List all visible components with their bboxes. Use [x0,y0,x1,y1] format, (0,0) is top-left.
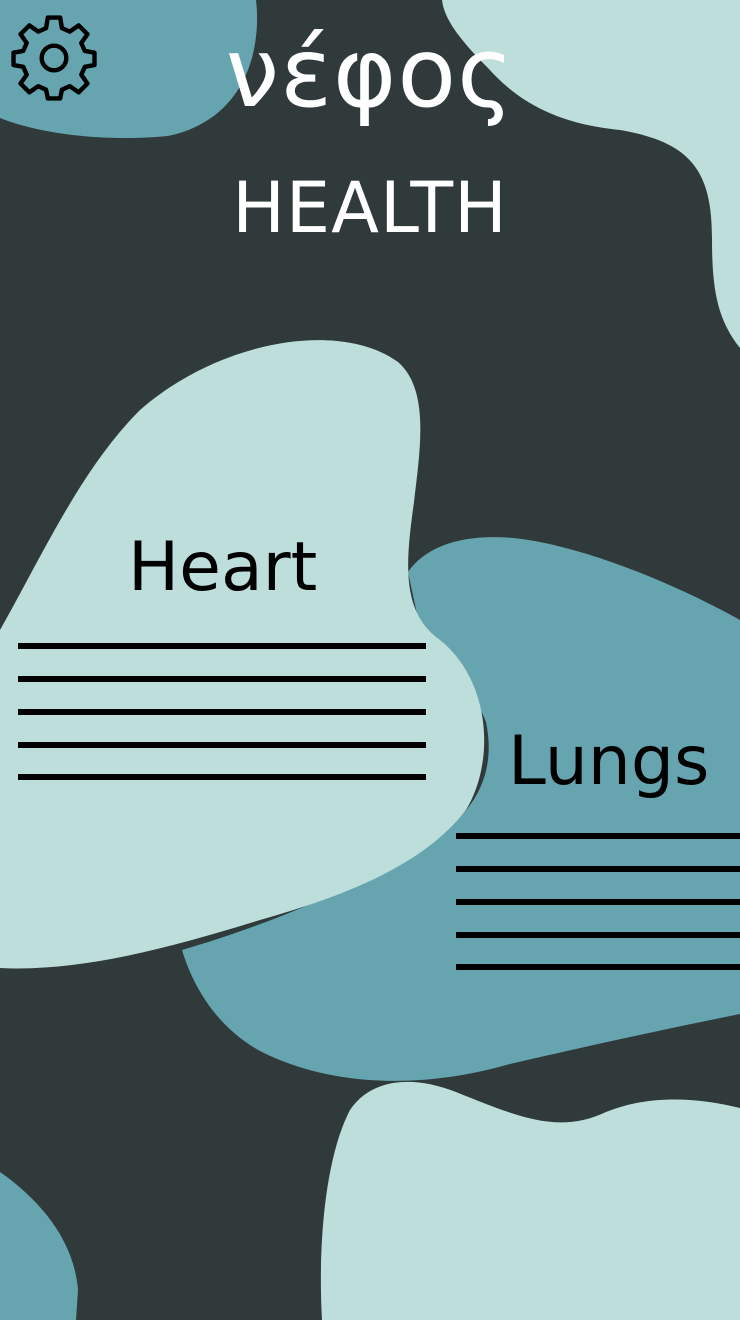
lungs-card-label[interactable]: Lungs [508,722,710,801]
blob-top-left [0,0,258,138]
lungs-line [456,964,740,970]
heart-line [18,643,426,649]
blob-bottom-right [320,1081,740,1320]
blob-bottom-left [0,1172,78,1320]
app-title: νέφος [225,17,515,129]
app-subtitle: HEALTH [232,167,508,249]
blob-middle-teal [182,537,740,1081]
lungs-line [456,899,740,905]
gear-icon [11,15,97,101]
heart-line [18,742,426,748]
heart-line [18,774,426,780]
blob-middle-light [0,340,485,969]
lungs-line [456,866,740,872]
heart-line [18,709,426,715]
lungs-line [456,932,740,938]
heart-line [18,676,426,682]
lungs-line [456,833,740,839]
heart-card-label[interactable]: Heart [128,528,318,607]
blob-top-right [442,0,740,348]
settings-button[interactable] [10,14,98,102]
